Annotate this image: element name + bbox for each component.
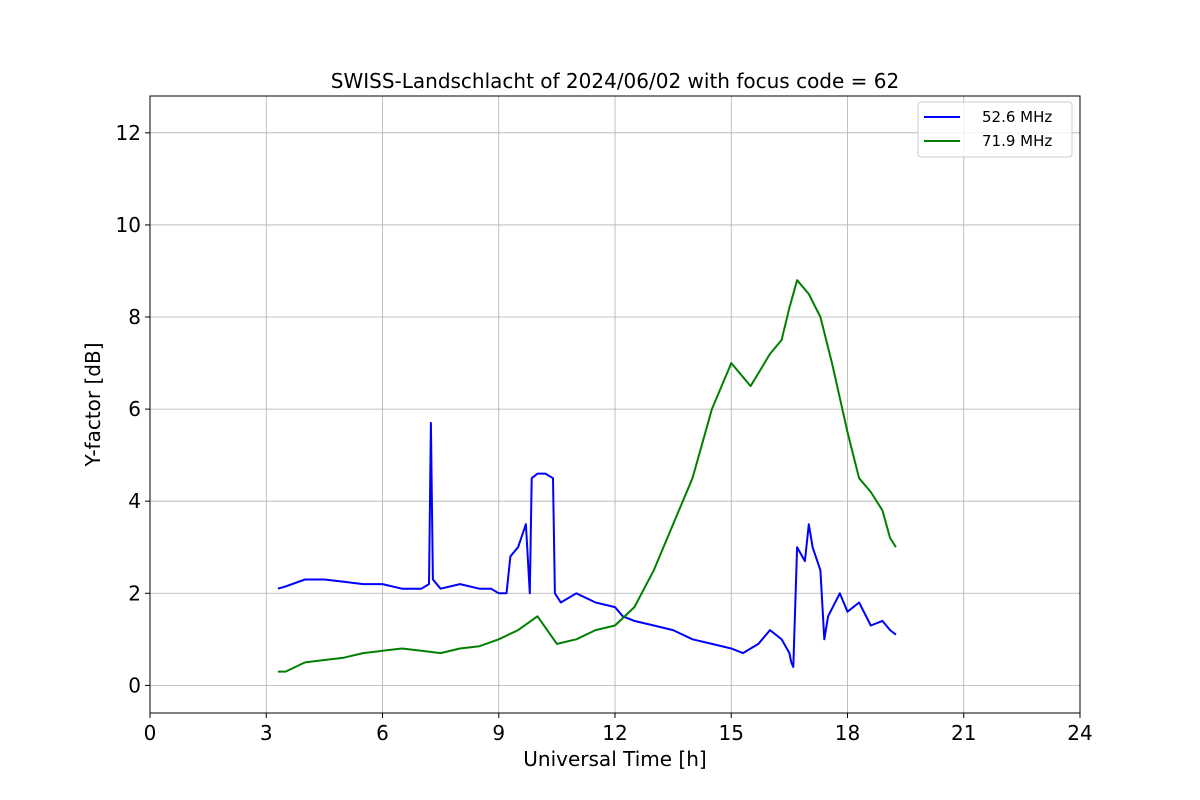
x-tick-label: 21: [951, 721, 976, 745]
series-line-71-9-mhz: [277, 279, 897, 673]
x-tick-label: 0: [144, 721, 157, 745]
x-tick-label: 3: [260, 721, 273, 745]
chart-title: SWISS-Landschlacht of 2024/06/02 with fo…: [331, 69, 899, 93]
legend: 52.6 MHz 71.9 MHz: [917, 101, 1073, 158]
series-layer: [277, 279, 897, 673]
legend-label-52-6-mhz: 52.6 MHz: [982, 108, 1052, 126]
y-tick-label: 12: [116, 121, 141, 145]
y-axis-label: Y-factor [dB]: [81, 342, 105, 467]
x-tick-label: 9: [492, 721, 505, 745]
series-line-52-6-mhz: [277, 421, 897, 668]
x-tick-label: 15: [719, 721, 744, 745]
legend-box: [917, 101, 1073, 158]
y-tick-label: 2: [128, 581, 141, 605]
x-axis-label: Universal Time [h]: [523, 747, 706, 771]
x-tick-label: 18: [835, 721, 860, 745]
y-tick-label: 6: [128, 397, 141, 421]
legend-label-71-9-mhz: 71.9 MHz: [982, 132, 1052, 150]
y-tick-label: 10: [116, 213, 141, 237]
y-tick-label: 4: [128, 489, 141, 513]
x-tick-label: 24: [1067, 721, 1092, 745]
y-tick-label: 0: [128, 673, 141, 697]
x-tick-label: 6: [376, 721, 389, 745]
x-tick-label: 12: [602, 721, 627, 745]
y-tick-label: 8: [128, 305, 141, 329]
